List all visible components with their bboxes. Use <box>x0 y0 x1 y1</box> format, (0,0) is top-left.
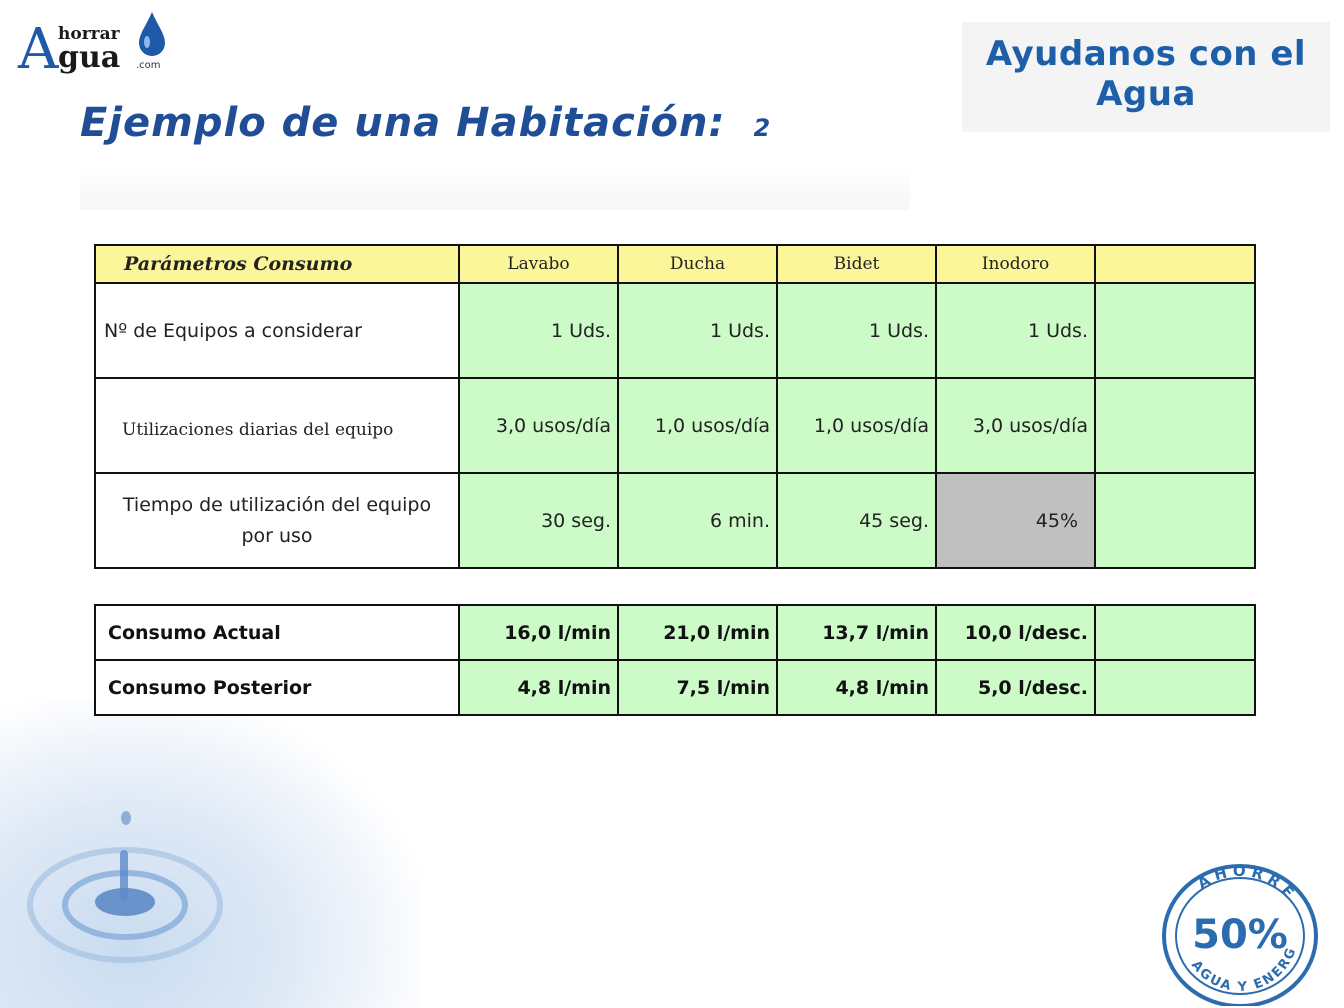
logo-letter-a: A <box>18 17 59 82</box>
page-title: Ejemplo de una Habitación: 2 <box>80 100 910 210</box>
cell-value: 1 Uds. <box>935 282 1096 379</box>
cell-value: 1 Uds. <box>617 282 778 379</box>
cell-value: 3,0 usos/día <box>935 377 1096 474</box>
cell-value: 1 Uds. <box>776 282 937 379</box>
water-splash-icon <box>27 811 223 963</box>
cell-empty <box>1094 472 1256 569</box>
cell-value: 21,0 l/min <box>617 604 778 661</box>
cell-value: 13,7 l/min <box>776 604 937 661</box>
water-background <box>0 700 420 1008</box>
ahorre-seal-icon: AHORRE 50% AGUA Y ENERGÍA <box>1158 856 1318 1006</box>
cell-empty <box>1094 604 1256 661</box>
cell-value: 1 Uds. <box>458 282 619 379</box>
table-row: Consumo Posterior 4,8 l/min 7,5 l/min 4,… <box>94 659 1256 716</box>
header-empty <box>1094 244 1256 284</box>
row-label-consumo-actual: Consumo Actual <box>94 604 460 661</box>
cell-value: 4,8 l/min <box>776 659 937 716</box>
table-row: Tiempo de utilización del equipo por uso… <box>94 472 1256 569</box>
cell-value: 45 seg. <box>776 472 937 569</box>
header-lavabo: Lavabo <box>458 244 619 284</box>
header-inodoro: Inodoro <box>935 244 1096 284</box>
cell-value: 4,8 l/min <box>458 659 619 716</box>
ahorrar-agua-logo: A horrar gua .com <box>14 10 174 85</box>
cell-value: 5,0 l/desc. <box>935 659 1096 716</box>
row-label-tiempo-line2: por uso <box>241 524 313 547</box>
header-parametros: Parámetros Consumo <box>94 244 460 284</box>
logo-gua: gua <box>58 40 121 75</box>
table-row: Utilizaciones diarias del equipo 3,0 uso… <box>94 377 1256 474</box>
cell-value: 1,0 usos/día <box>776 377 937 474</box>
row-label-utilizaciones: Utilizaciones diarias del equipo <box>94 377 460 474</box>
page-title-number: 2 <box>753 114 772 142</box>
logo-com: .com <box>136 60 161 71</box>
cell-value: 6 min. <box>617 472 778 569</box>
water-drop-icon <box>139 12 165 56</box>
cell-value: 30 seg. <box>458 472 619 569</box>
header-ducha: Ducha <box>617 244 778 284</box>
cell-empty <box>1094 282 1256 379</box>
row-label-tiempo: Tiempo de utilización del equipo por uso <box>94 472 460 569</box>
cell-value: 10,0 l/desc. <box>935 604 1096 661</box>
row-label-utilizaciones-text: Utilizaciones diarias del equipo <box>122 419 394 440</box>
table-header-row: Parámetros Consumo Lavabo Ducha Bidet In… <box>94 244 1256 284</box>
cell-value: 7,5 l/min <box>617 659 778 716</box>
consumption-table: Consumo Actual 16,0 l/min 21,0 l/min 13,… <box>94 604 1256 716</box>
seal-center-text: 50% <box>1192 912 1288 958</box>
cell-value-gray: 45% <box>935 472 1096 569</box>
cell-value: 3,0 usos/día <box>458 377 619 474</box>
cell-empty <box>1094 659 1256 716</box>
banner-line-2: Agua <box>1096 74 1196 114</box>
header-bidet: Bidet <box>776 244 937 284</box>
row-label-consumo-posterior: Consumo Posterior <box>94 659 460 716</box>
banner-line-1: Ayudanos con el <box>985 34 1307 74</box>
cell-empty <box>1094 377 1256 474</box>
ayudanos-banner: Ayudanos con el Agua <box>962 22 1330 132</box>
cell-value: 1,0 usos/día <box>617 377 778 474</box>
parameters-table: Parámetros Consumo Lavabo Ducha Bidet In… <box>94 244 1256 569</box>
row-label-equipos: Nº de Equipos a considerar <box>94 282 460 379</box>
cell-value: 16,0 l/min <box>458 604 619 661</box>
table-row: Nº de Equipos a considerar 1 Uds. 1 Uds.… <box>94 282 1256 379</box>
table-row: Consumo Actual 16,0 l/min 21,0 l/min 13,… <box>94 604 1256 661</box>
page-title-text: Ejemplo de una Habitación: <box>80 100 726 146</box>
row-label-tiempo-line1: Tiempo de utilización del equipo <box>122 494 432 517</box>
logo-horrar: horrar <box>58 24 120 44</box>
